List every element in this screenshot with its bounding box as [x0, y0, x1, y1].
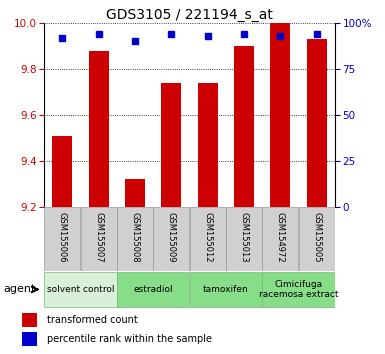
Text: tamoxifen: tamoxifen	[203, 285, 249, 294]
Bar	[299, 207, 335, 271]
Text: solvent control: solvent control	[47, 285, 114, 294]
Text: GSM155013: GSM155013	[239, 212, 249, 263]
Text: GSM155007: GSM155007	[94, 212, 103, 263]
Bar	[263, 272, 335, 307]
Bar	[190, 272, 262, 307]
Text: estradiol: estradiol	[134, 285, 173, 294]
Bar	[117, 272, 189, 307]
Text: percentile rank within the sample: percentile rank within the sample	[47, 335, 211, 344]
Bar	[226, 207, 262, 271]
Bar	[161, 83, 181, 207]
Bar	[81, 207, 117, 271]
Text: GSM155009: GSM155009	[167, 212, 176, 263]
Bar	[190, 207, 226, 271]
Text: GSM155012: GSM155012	[203, 212, 212, 263]
Bar	[89, 51, 109, 207]
Bar	[263, 207, 298, 271]
Text: Cimicifuga
racemosa extract: Cimicifuga racemosa extract	[259, 280, 338, 299]
Bar	[44, 272, 117, 307]
Bar	[117, 207, 153, 271]
Text: GSM155008: GSM155008	[131, 212, 140, 263]
Text: transformed count: transformed count	[47, 315, 137, 325]
Bar	[154, 207, 189, 271]
Bar	[234, 46, 254, 207]
Bar	[52, 136, 72, 207]
Bar	[307, 39, 327, 207]
Text: GSM154972: GSM154972	[276, 212, 285, 263]
Bar	[44, 207, 80, 271]
Bar	[270, 23, 290, 207]
Bar	[22, 332, 37, 346]
Text: GSM155006: GSM155006	[58, 212, 67, 263]
Bar	[198, 83, 218, 207]
Bar	[125, 179, 145, 207]
Text: GSM155005: GSM155005	[312, 212, 321, 263]
Bar	[22, 313, 37, 327]
Text: agent: agent	[4, 284, 36, 295]
Title: GDS3105 / 221194_s_at: GDS3105 / 221194_s_at	[106, 8, 273, 22]
